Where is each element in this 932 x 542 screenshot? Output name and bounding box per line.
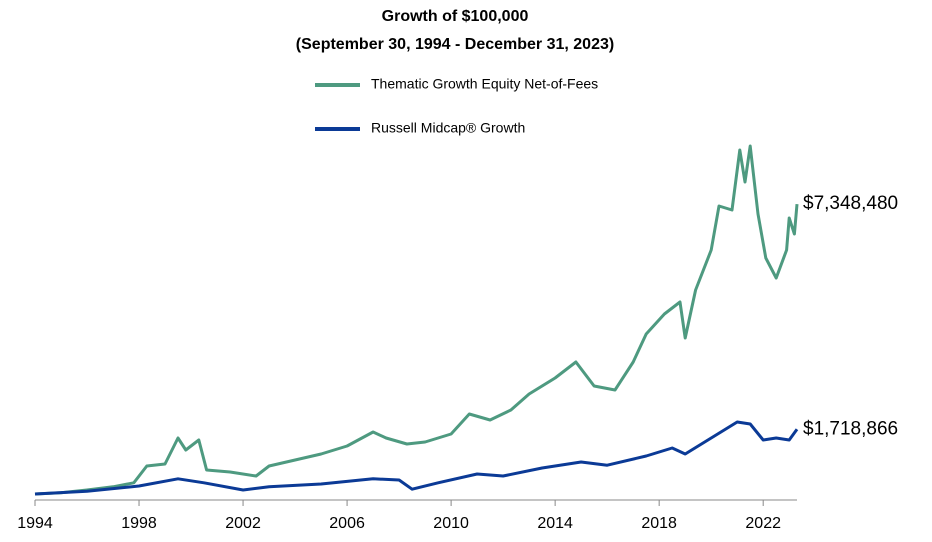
x-tick-label: 2010 xyxy=(433,515,469,532)
chart-subtitle: (September 30, 1994 - December 31, 2023) xyxy=(296,36,614,53)
end-label: $7,348,480 xyxy=(803,193,898,214)
series-line xyxy=(34,420,799,496)
x-tick-label: 2002 xyxy=(225,515,261,532)
x-tick-label: 2014 xyxy=(537,515,573,532)
chart-title: Growth of $100,000 xyxy=(382,8,529,25)
x-tick-label: 2018 xyxy=(641,515,677,532)
legend-label: Russell Midcap® Growth xyxy=(371,120,525,136)
series-line xyxy=(34,144,799,496)
x-tick-label: 1994 xyxy=(17,515,53,532)
x-tick-label: 1998 xyxy=(121,515,157,532)
x-tick-label: 2022 xyxy=(745,515,781,532)
legend-label: Thematic Growth Equity Net-of-Fees xyxy=(371,76,598,92)
x-tick-label: 2006 xyxy=(329,515,365,532)
end-label: $1,718,866 xyxy=(803,418,898,439)
